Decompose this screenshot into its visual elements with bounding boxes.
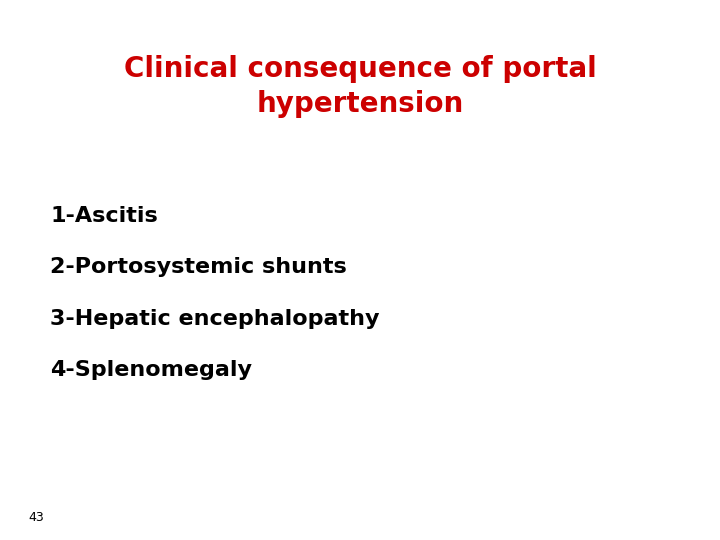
Text: 3-Hepatic encephalopathy: 3-Hepatic encephalopathy <box>50 308 380 329</box>
Text: 4-Splenomegaly: 4-Splenomegaly <box>50 360 253 380</box>
Text: 2-Portosystemic shunts: 2-Portosystemic shunts <box>50 257 347 278</box>
Text: 1-Ascitis: 1-Ascitis <box>50 206 158 226</box>
Text: Clinical consequence of portal
hypertension: Clinical consequence of portal hypertens… <box>124 55 596 118</box>
Text: 43: 43 <box>29 511 45 524</box>
